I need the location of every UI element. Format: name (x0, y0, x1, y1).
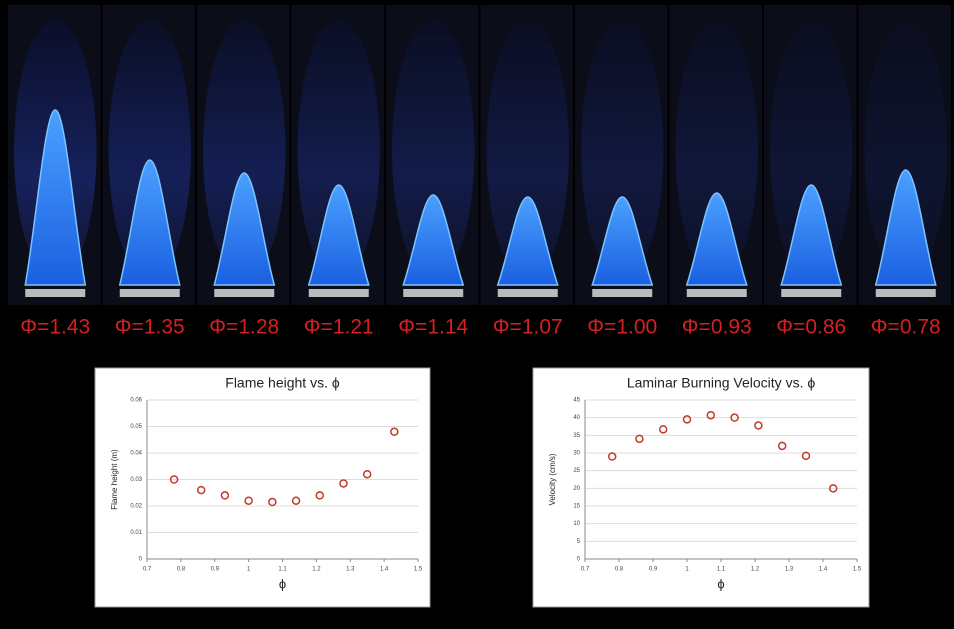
y-tick-label: 25 (573, 468, 580, 474)
phi-label: Φ=1.35 (115, 316, 185, 339)
y-tick-label: 0.06 (130, 398, 142, 404)
x-tick-label: 1.4 (380, 567, 389, 573)
y-tick-label: 10 (573, 521, 580, 527)
page: Φ=1.43 Φ=1.35 Φ=1.28 Φ=1.21 Φ=1.14 Φ=1.07 Φ=1.… (0, 0, 954, 629)
x-tick-label: 1.1 (717, 567, 726, 573)
x-tick-label: 0.7 (143, 567, 152, 573)
y-axis-label: Flame height (m) (110, 449, 119, 510)
y-tick-label: 40 (573, 415, 580, 421)
x-tick-label: 1.5 (853, 567, 862, 573)
burner (781, 289, 841, 297)
phi-label: Φ=1.43 (20, 316, 90, 339)
burner (25, 289, 85, 297)
y-tick-label: 45 (573, 398, 580, 404)
chart-title: Laminar Burning Velocity vs. ϕ (627, 375, 816, 391)
x-tick-label: 0.9 (211, 567, 220, 573)
chart-title: Flame height vs. ϕ (225, 375, 340, 391)
y-tick-label: 0.02 (130, 504, 142, 510)
x-tick-label: 0.8 (177, 567, 186, 573)
burner (687, 289, 747, 297)
y-axis-label: Velocity (cm/s) (548, 453, 557, 505)
burner (592, 289, 652, 297)
x-tick-label: 0.9 (649, 567, 658, 573)
y-tick-label: 0.04 (130, 451, 142, 457)
y-tick-label: 0.01 (130, 530, 142, 536)
figure: Φ=1.43 Φ=1.35 Φ=1.28 Φ=1.21 Φ=1.14 Φ=1.07 Φ=1.… (0, 0, 954, 624)
y-tick-label: 15 (573, 504, 580, 510)
burner (876, 289, 936, 297)
y-tick-label: 0.03 (130, 477, 142, 483)
x-axis-label: ϕ (717, 576, 724, 591)
phi-label: Φ=1.00 (587, 316, 657, 339)
phi-label: Φ=0.93 (682, 316, 752, 339)
x-tick-label: 1.3 (785, 567, 794, 573)
y-tick-label: 30 (573, 451, 580, 457)
x-tick-label: 0.7 (581, 567, 590, 573)
y-tick-label: 0.05 (130, 424, 142, 430)
phi-label: Φ=1.21 (304, 316, 374, 339)
burner (214, 289, 274, 297)
y-tick-label: 20 (573, 486, 580, 492)
burner (120, 289, 180, 297)
x-tick-label: 1.2 (312, 567, 321, 573)
x-tick-label: 1.1 (278, 567, 287, 573)
burner (309, 289, 369, 297)
x-tick-label: 1.2 (751, 567, 760, 573)
phi-label: Φ=1.07 (493, 316, 563, 339)
x-tick-label: 0.8 (615, 567, 624, 573)
phi-label: Φ=1.14 (398, 316, 468, 339)
x-tick-label: 1.5 (414, 567, 423, 573)
x-axis-label: ϕ (279, 576, 286, 591)
phi-label: Φ=0.78 (871, 316, 941, 339)
x-tick-label: 1.3 (346, 567, 355, 573)
burner (498, 289, 558, 297)
y-tick-label: 35 (573, 433, 580, 439)
phi-label: Φ=0.86 (776, 316, 846, 339)
burner (403, 289, 463, 297)
x-tick-label: 1.4 (819, 567, 828, 573)
phi-label: Φ=1.28 (209, 316, 279, 339)
